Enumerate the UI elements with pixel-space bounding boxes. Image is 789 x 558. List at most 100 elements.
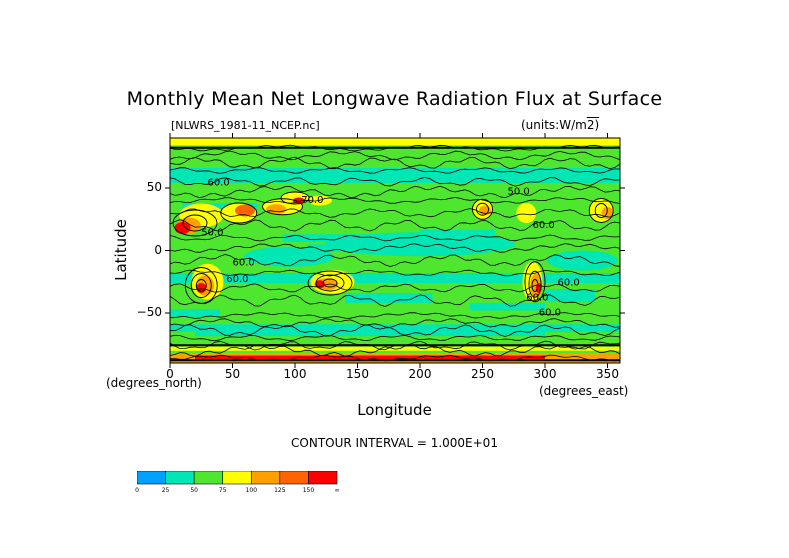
contour-ring (184, 267, 218, 304)
x-tick-label: 250 (471, 367, 494, 381)
contour-line (170, 354, 620, 362)
contour-ring (262, 198, 303, 216)
legend-swatch (222, 471, 252, 485)
contour-line (170, 334, 620, 342)
x-tick-label: 0 (166, 367, 174, 381)
contour-ring (307, 270, 353, 296)
contour-band (195, 329, 545, 337)
legend-label: ∞ (334, 487, 340, 494)
contour-line (170, 167, 620, 174)
x-tick-label: 200 (408, 367, 432, 381)
contour-value-label: 60.0 (226, 274, 248, 285)
y-tick-label: 0 (154, 242, 162, 257)
color-legend (137, 471, 338, 485)
units-text: (units:W/m (521, 118, 587, 132)
legend-swatch (165, 471, 195, 485)
y-axis-title: Latitude (112, 219, 130, 281)
x-tick-label: 50 (224, 367, 241, 381)
contour-line (170, 324, 620, 337)
legend-label: 75 (218, 487, 227, 494)
contour-band (170, 324, 620, 332)
contour-band (545, 289, 595, 302)
contour-line (170, 197, 620, 204)
legend-label: 50 (190, 487, 198, 494)
contour-line (170, 344, 620, 357)
contour-band (345, 293, 433, 303)
contour-line (170, 208, 620, 218)
contour-value-label: 60.0 (533, 220, 555, 231)
contour-band (182, 203, 258, 211)
legend-swatch (137, 471, 166, 485)
units-label: (units:W/m2) (521, 118, 599, 132)
contour-line (170, 219, 620, 232)
legend-swatch (279, 471, 309, 485)
legend-swatch (193, 471, 224, 485)
contour-line (170, 176, 620, 187)
contour-value-label: 60.0 (526, 293, 548, 304)
contour-ring (190, 273, 212, 298)
contour-interval: CONTOUR INTERVAL = 1.000E+01 (291, 436, 498, 450)
contour-line (170, 312, 620, 319)
contour-ring (588, 198, 614, 223)
y-unit-label: (degrees_north) (106, 376, 202, 390)
contour-band (547, 250, 618, 271)
contour-patch (235, 204, 255, 217)
contour-ring (472, 198, 493, 220)
contour-value-label: 60.0 (208, 178, 230, 189)
x-tick-label: 150 (346, 367, 369, 381)
contour-line (170, 146, 620, 149)
contour-band (470, 303, 545, 311)
legend-label: 150 (302, 487, 315, 494)
x-axis-title: Longitude (357, 401, 432, 419)
legend-swatch (250, 471, 281, 485)
x-tick-label: 300 (533, 367, 557, 381)
contour-ring (531, 279, 539, 292)
contour-field: 60.0 50.0 70.0 60.0 60.0 60.0 60.0 60.0 50.0 60.0 (170, 138, 620, 363)
contour-ring (280, 191, 310, 205)
legend-label: 100 (245, 487, 258, 494)
contour-value-label: 70.0 (301, 195, 323, 206)
contour-line (170, 269, 620, 277)
contour-ring (528, 270, 542, 298)
contour-band (195, 355, 545, 360)
contour-ring (220, 202, 258, 224)
legend-label: 0 (135, 487, 139, 494)
contour-value-label: 60.0 (539, 308, 561, 319)
contour-ring (524, 261, 546, 303)
contour-line (170, 294, 620, 307)
contour-line (170, 243, 620, 253)
contour-ring (195, 279, 207, 292)
contour-value-label: 60.0 (558, 278, 580, 289)
contour-ring (315, 274, 345, 292)
contour-band (170, 273, 620, 283)
y-tick-label: −50 (136, 305, 162, 319)
legend-label: 25 (161, 487, 170, 494)
x-tick-label: 350 (596, 367, 619, 381)
contour-ring (594, 203, 608, 218)
contour-line (170, 254, 620, 267)
contour-band (420, 229, 495, 237)
contour-line (170, 318, 620, 328)
y-tick-label: 50 (146, 180, 162, 194)
contour-ring (322, 278, 338, 288)
contour-line (170, 150, 620, 161)
contour-patch (174, 222, 191, 234)
contour-value-label: 50.0 (201, 228, 223, 239)
contour-line (170, 185, 620, 199)
units-exponent: 2) (586, 118, 600, 132)
contour-ring (172, 209, 218, 237)
contour-line (170, 156, 620, 170)
chart-subtitle: [NLWRS_1981-11_NCEP.nc] (171, 119, 320, 132)
contour-line (170, 234, 620, 242)
x-tick-label: 100 (283, 367, 307, 381)
contour-patch (479, 205, 491, 216)
contour-line (170, 344, 620, 347)
contour-patch (516, 203, 537, 223)
contour-value-label: 50.0 (508, 186, 530, 197)
contour-value-label: 60.0 (233, 258, 255, 269)
contour-band (243, 246, 334, 267)
legend-label: 125 (274, 487, 286, 494)
x-unit-label: (degrees_east) (539, 384, 629, 398)
contour-ring (182, 214, 208, 232)
